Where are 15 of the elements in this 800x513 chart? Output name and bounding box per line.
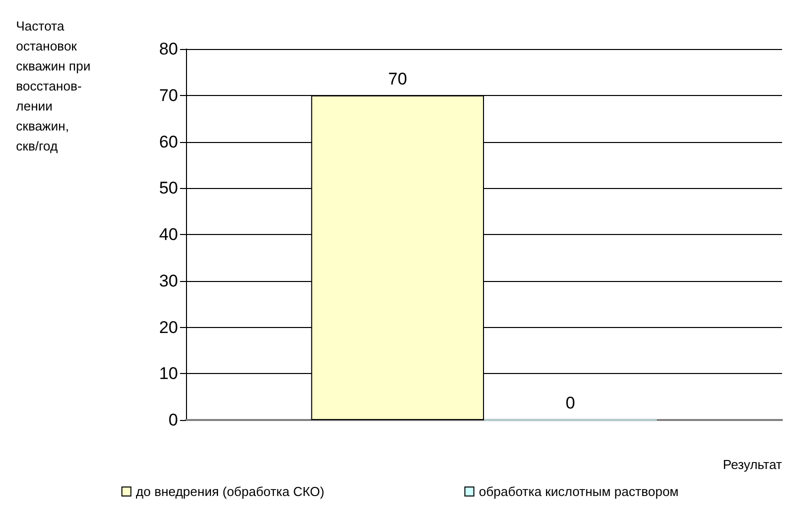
y-tick-label: 80 xyxy=(159,40,178,58)
y-tick-label: 40 xyxy=(159,225,178,244)
y-tick-label: 50 xyxy=(159,178,178,198)
x-axis-title: Результат xyxy=(722,457,782,472)
y-tick-label: 0 xyxy=(168,410,178,430)
y-tick-label: 70 xyxy=(159,86,178,105)
y-tick-label: 10 xyxy=(159,364,178,384)
text: Частота остановок скважин при восстанов- лении скважин, скв/год xyxy=(16,18,90,154)
data-label: 0 xyxy=(566,394,576,412)
legend-label: до внедрения (обработка СКО) xyxy=(136,484,324,499)
data-label: 70 xyxy=(388,69,408,88)
y-tick-label: 30 xyxy=(159,271,178,290)
y-tick-label: 20 xyxy=(159,318,178,337)
y-tick-label: 60 xyxy=(159,132,178,152)
legend-label: обработка кислотным раствором xyxy=(478,484,679,499)
